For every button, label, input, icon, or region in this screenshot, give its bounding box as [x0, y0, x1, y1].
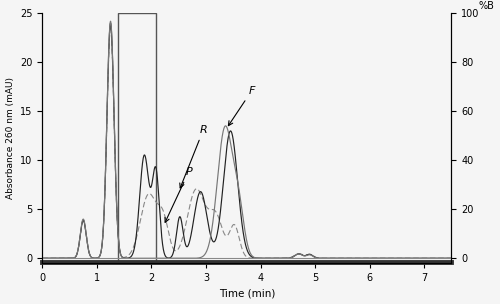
Text: F: F	[228, 86, 255, 126]
X-axis label: Time (min): Time (min)	[218, 288, 275, 299]
Y-axis label: Absorbance 260 nm (mAU): Absorbance 260 nm (mAU)	[6, 77, 15, 199]
Bar	[118, 13, 156, 263]
Text: P: P	[165, 167, 192, 222]
Y-axis label: %B: %B	[478, 1, 494, 11]
Text: R: R	[180, 125, 207, 188]
